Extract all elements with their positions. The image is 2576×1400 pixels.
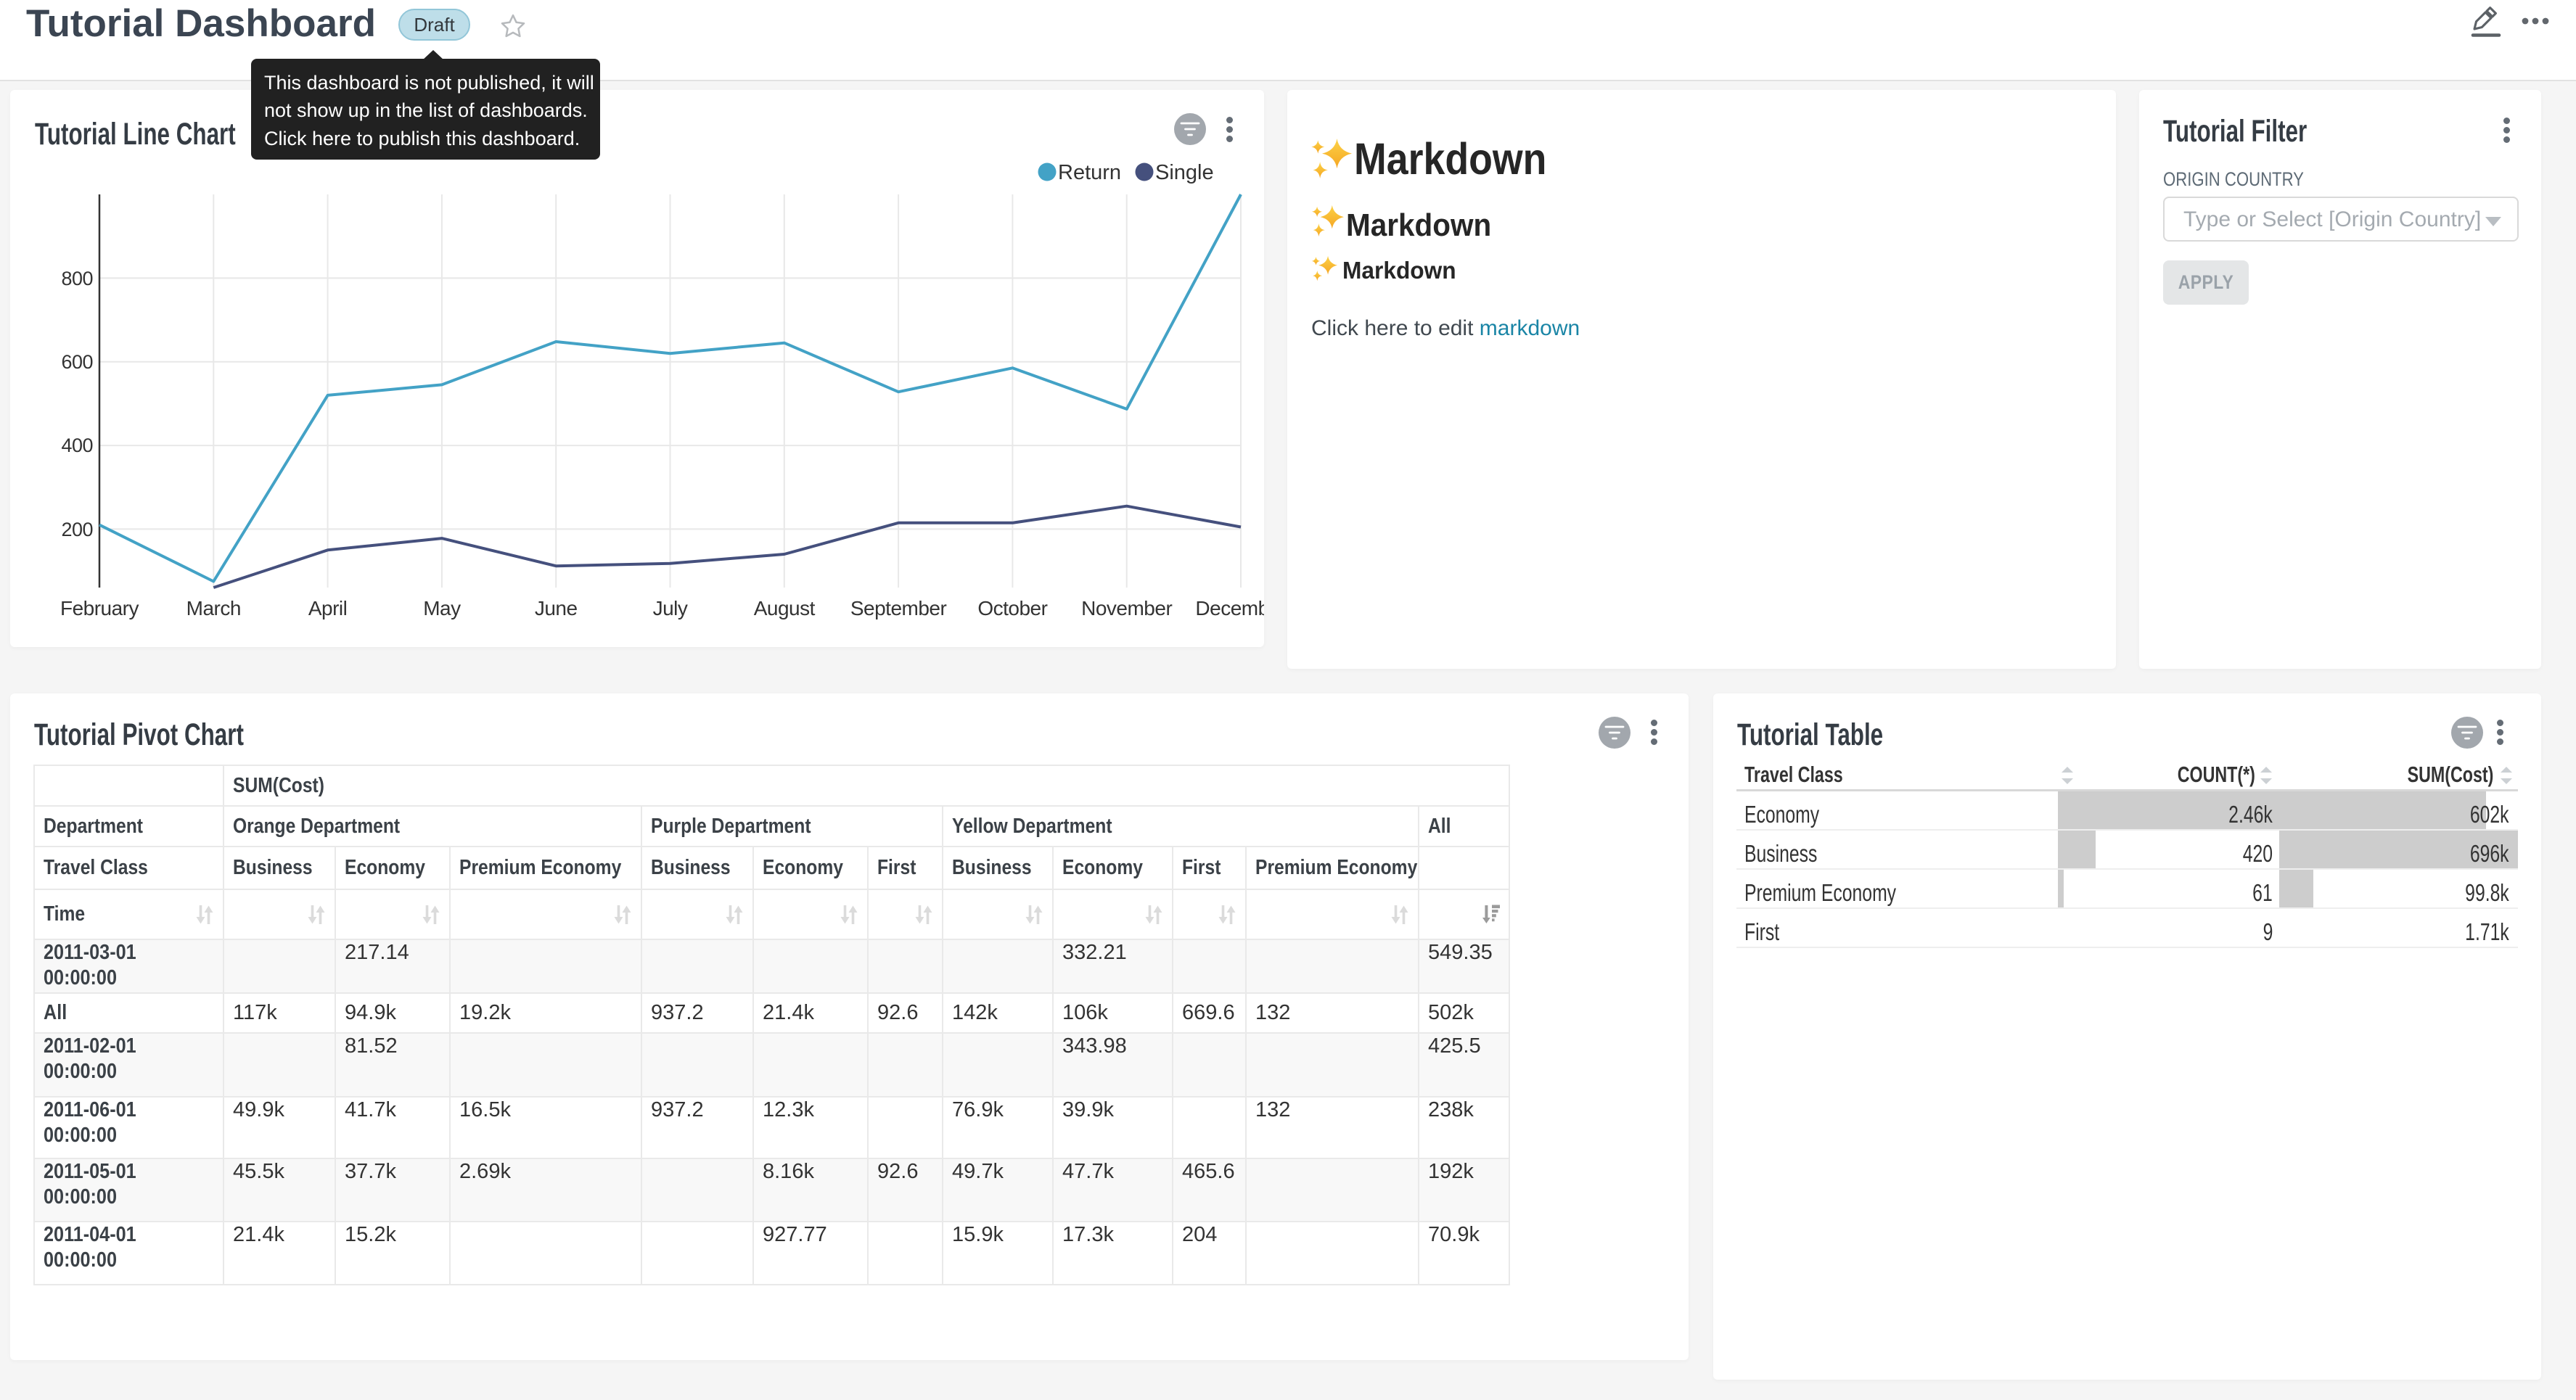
- svg-text:March: March: [186, 597, 241, 619]
- svg-text:July: July: [653, 597, 688, 619]
- svg-text:February: February: [60, 597, 139, 619]
- svg-text:December: December: [1195, 597, 1264, 619]
- svg-text:600: 600: [61, 351, 93, 373]
- svg-text:Return: Return: [1058, 161, 1121, 184]
- svg-text:200: 200: [61, 519, 93, 540]
- svg-text:May: May: [423, 597, 461, 619]
- svg-text:400: 400: [61, 435, 93, 456]
- svg-text:April: April: [308, 597, 348, 619]
- svg-text:June: June: [535, 597, 578, 619]
- svg-text:October: October: [977, 597, 1047, 619]
- svg-text:Single: Single: [1155, 161, 1214, 184]
- svg-text:September: September: [850, 597, 947, 619]
- svg-text:800: 800: [61, 268, 93, 289]
- svg-text:August: August: [754, 597, 816, 619]
- svg-text:November: November: [1081, 597, 1172, 619]
